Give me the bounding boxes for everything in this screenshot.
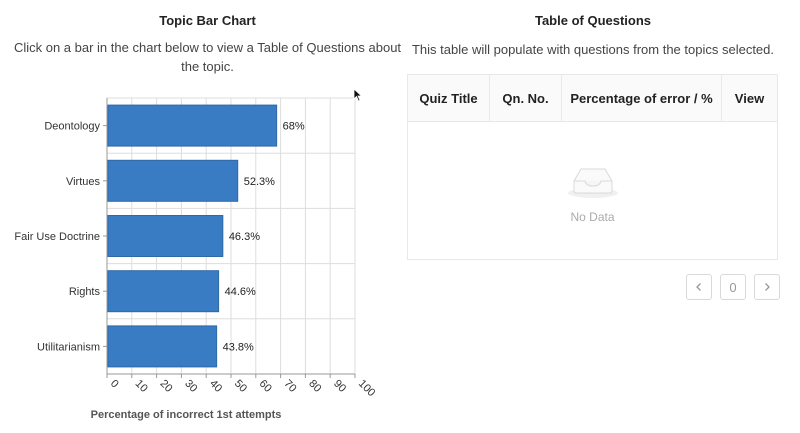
x-tick-label: 50 xyxy=(232,378,249,395)
chevron-right-icon xyxy=(765,283,770,291)
category-label: Deontology xyxy=(44,121,100,133)
x-tick-label: 0 xyxy=(108,378,121,391)
empty-text: No Data xyxy=(570,210,615,224)
x-tick-label: 40 xyxy=(207,378,224,395)
topic-bar-chart: 68% Deontology 52.3% Virtues 46.3% Fair Use D… xyxy=(14,97,377,421)
x-tick-label: 100 xyxy=(356,378,377,399)
bar-utilitarianism[interactable] xyxy=(107,325,218,368)
x-tick-label: 70 xyxy=(281,378,298,395)
bar-deontology[interactable] xyxy=(107,104,278,147)
empty-state: No Data xyxy=(408,163,777,224)
category-label: Utilitarianism xyxy=(37,341,100,353)
category-label: Fair Use Doctrine xyxy=(14,231,100,243)
x-axis-label: Percentage of incorrect 1st attempts xyxy=(91,409,282,421)
category-label: Rights xyxy=(69,286,101,298)
x-tick-label: 60 xyxy=(257,378,274,395)
x-tick-label: 30 xyxy=(182,378,199,395)
x-tick-label: 20 xyxy=(157,378,174,395)
category-label: Virtues xyxy=(66,176,101,188)
bar-value-label: 44.6% xyxy=(225,286,256,298)
bar-fair-use-doctrine[interactable] xyxy=(107,215,224,257)
bar-value-label: 43.8% xyxy=(223,341,254,353)
table-header: Quiz Title Qn. No. Percentage of error /… xyxy=(408,75,777,122)
prev-page-button[interactable] xyxy=(686,274,712,300)
questions-table: Quiz Title Qn. No. Percentage of error /… xyxy=(407,74,778,260)
column-question-number[interactable]: Qn. No. xyxy=(490,75,562,121)
chart-description: Click on a bar in the chart below to vie… xyxy=(13,40,402,74)
table-description: This table will populate with questions … xyxy=(411,42,775,57)
column-percentage-error[interactable]: Percentage of error / % xyxy=(562,75,722,121)
x-tick-label: 80 xyxy=(306,378,323,395)
x-tick-label: 10 xyxy=(133,378,150,395)
empty-inbox-icon xyxy=(567,168,618,198)
current-page[interactable]: 0 xyxy=(720,274,746,300)
mouse-cursor-icon xyxy=(353,88,363,102)
pagination: 0 xyxy=(686,274,780,300)
bar-rights[interactable] xyxy=(107,270,220,313)
chevron-left-icon xyxy=(696,283,701,291)
column-quiz-title[interactable]: Quiz Title xyxy=(408,75,490,121)
table-title: Table of Questions xyxy=(534,13,652,28)
bar-value-label: 52.3% xyxy=(244,176,275,188)
bar-value-label: 46.3% xyxy=(229,231,260,243)
bar-value-label: 68% xyxy=(283,121,305,133)
chart-title: Topic Bar Chart xyxy=(159,13,256,28)
column-view[interactable]: View xyxy=(734,90,765,106)
x-tick-label: 90 xyxy=(331,378,348,395)
bar-virtues[interactable] xyxy=(107,159,239,202)
next-page-button[interactable] xyxy=(754,274,780,300)
